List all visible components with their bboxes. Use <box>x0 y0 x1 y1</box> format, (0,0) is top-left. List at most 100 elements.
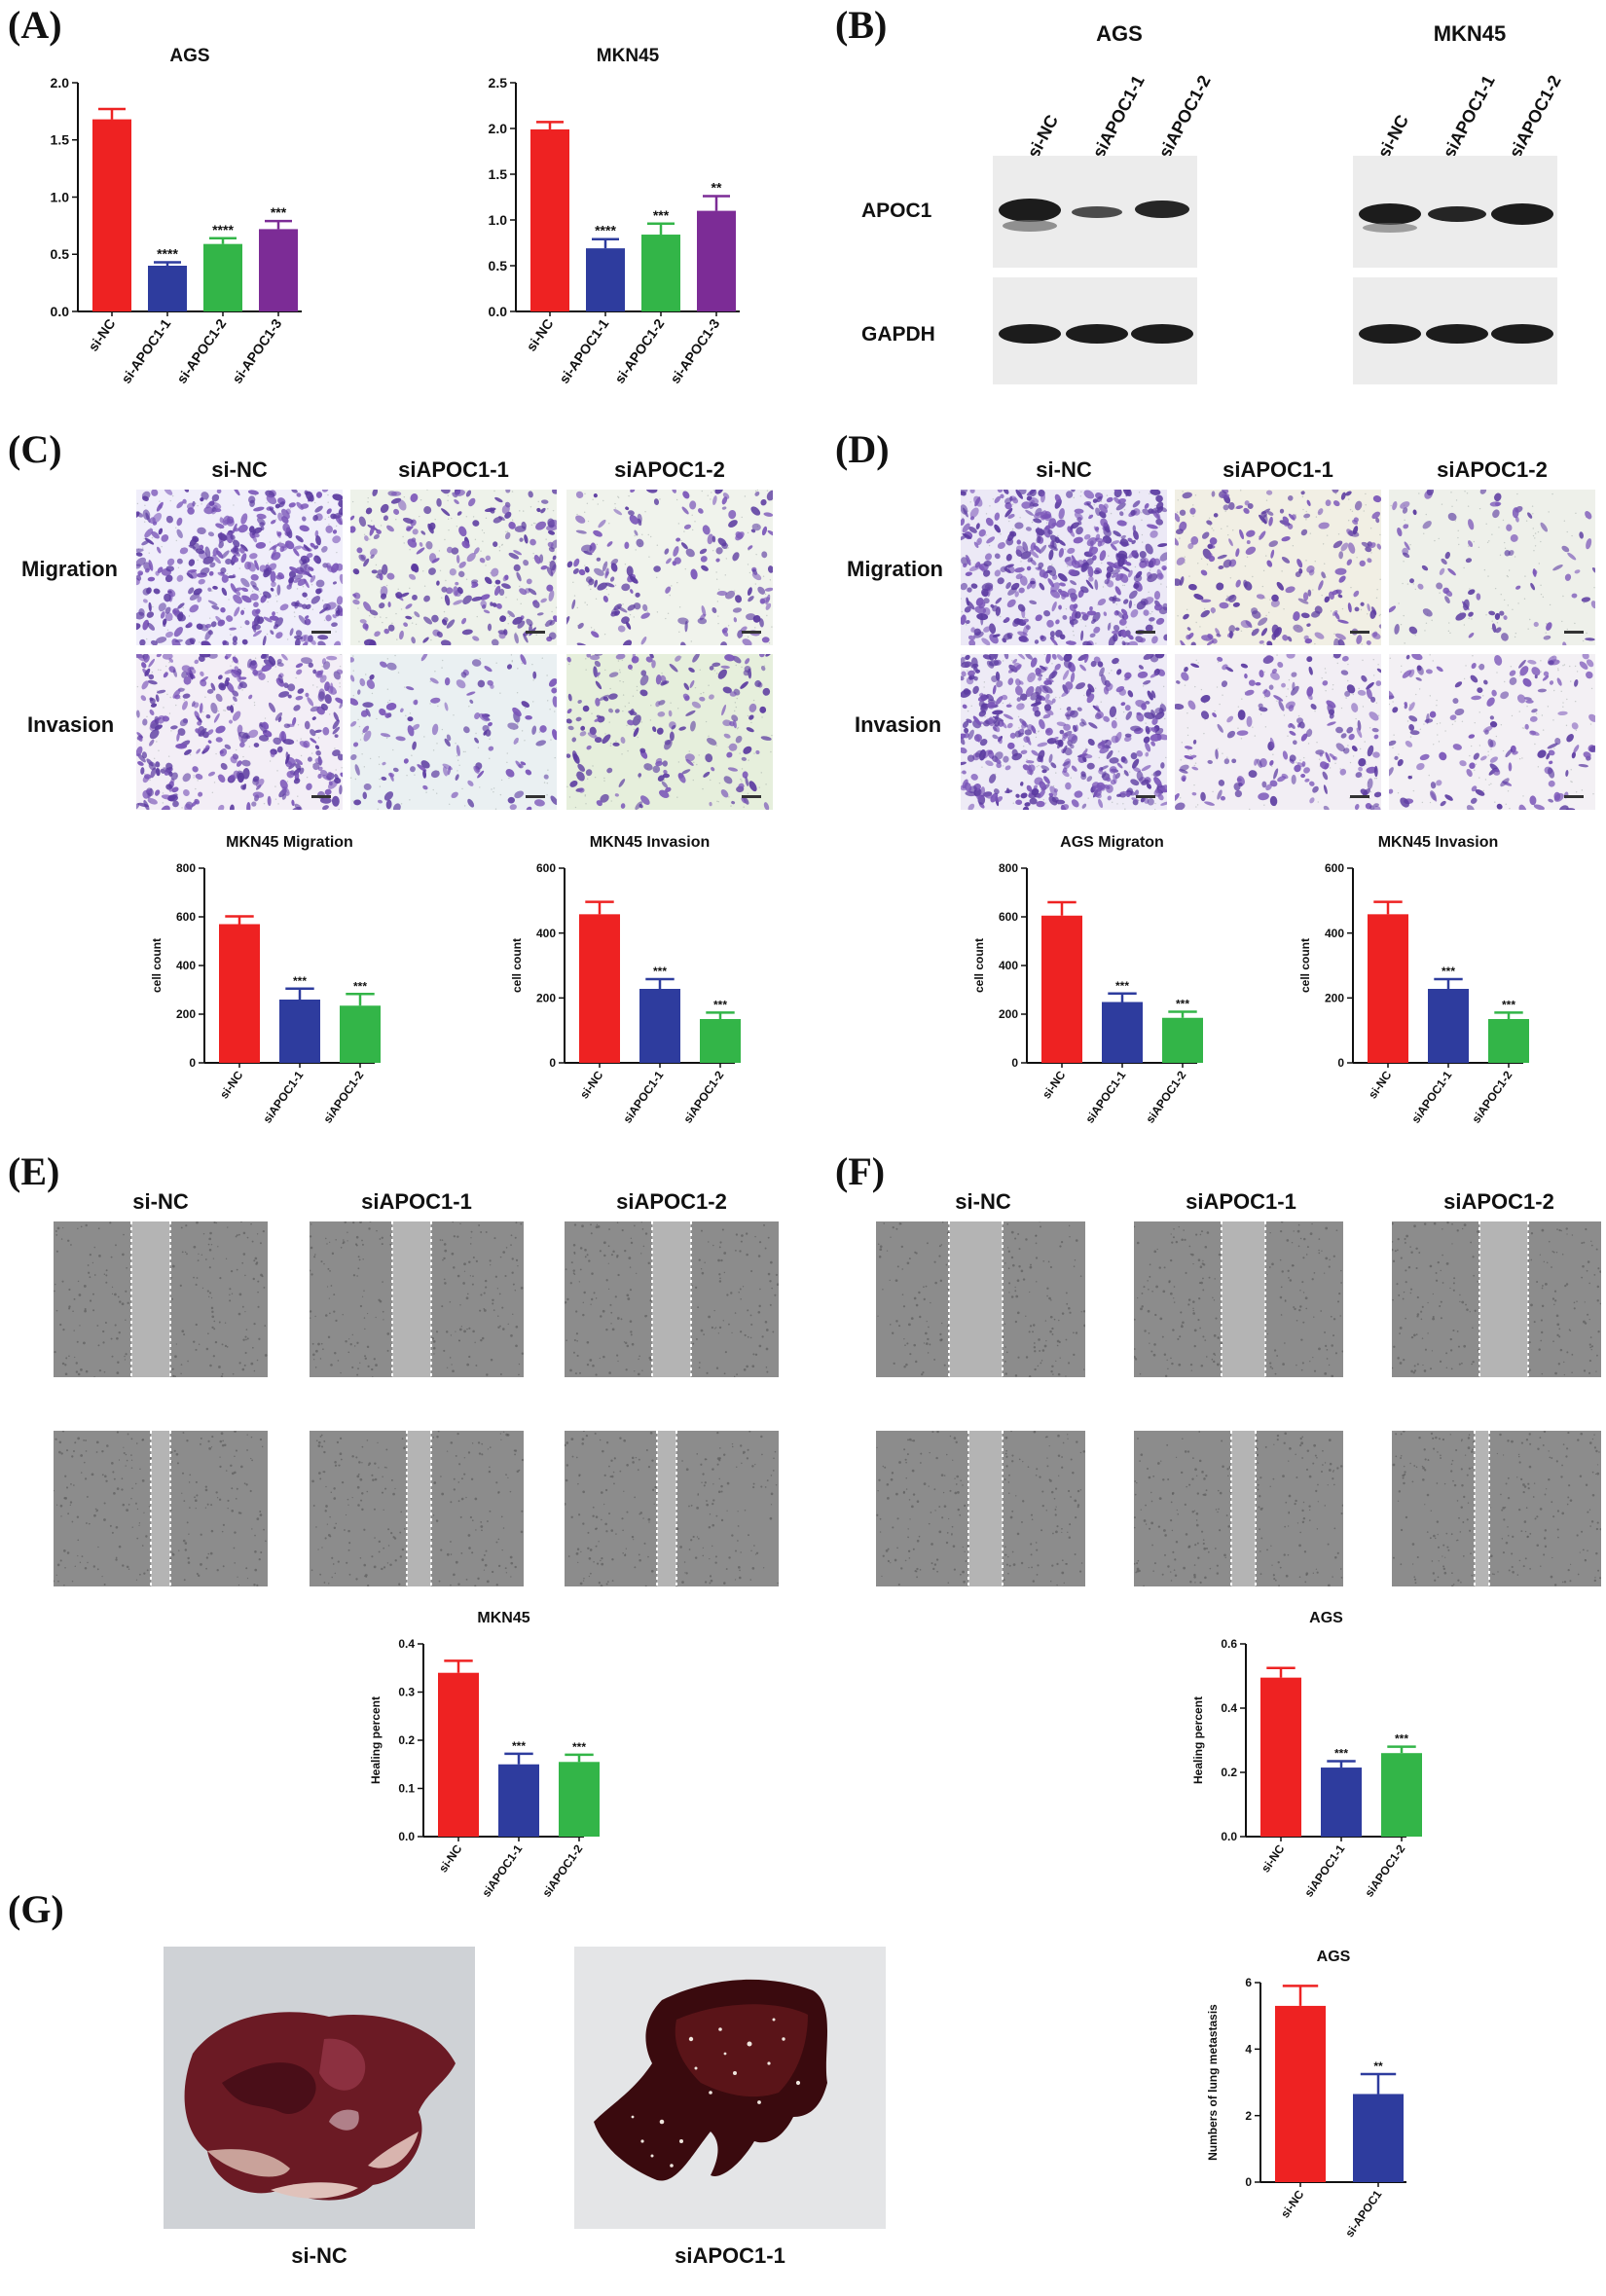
x-tick-label: si-APOC1-1 <box>118 315 173 385</box>
scratch-f-siapoc1-2-0h <box>1392 1221 1601 1377</box>
blot-row-apoc1: APOC1 <box>861 200 932 222</box>
y-tick-label: 0.3 <box>398 1686 415 1699</box>
y-axis-label: cell count <box>150 938 164 993</box>
chart-ags-lung-metastasis: AGS 0 2 4 6 Numbers of lung metastasis si-NC **… <box>1206 1949 1406 2240</box>
col-header-d-3: siAPOC1-2 <box>1437 457 1548 482</box>
significance-label: **** <box>595 223 616 238</box>
x-tick-label: si-APOC1-1 <box>556 315 611 385</box>
chart-title: MKN45 Migration <box>226 834 353 851</box>
significance-label: ** <box>1373 2059 1383 2073</box>
chart-mkn45-migration: MKN45 Migration 0 200 400 600 800 cell count si… <box>150 834 381 1126</box>
micrograph-c-migration-si-nc <box>136 490 343 645</box>
x-tick-label: siAPOC1-2 <box>539 1841 585 1899</box>
chart-title: MKN45 Invasion <box>1378 834 1499 851</box>
col-header-e-3: siAPOC1-2 <box>616 1189 727 1214</box>
lung-photo-siapoc1-1 <box>574 1947 886 2229</box>
panel-label-a: (A) <box>8 3 62 47</box>
x-tick-label: siAPOC1-2 <box>1469 1068 1515 1125</box>
significance-label: *** <box>1115 979 1129 993</box>
bar <box>498 1764 539 1837</box>
bar <box>259 229 298 311</box>
y-tick-label: 600 <box>1325 861 1344 875</box>
bar <box>530 128 569 311</box>
lane-label: si-NC <box>1373 111 1413 162</box>
blot-row-gapdh: GAPDH <box>861 323 935 346</box>
significance-label: *** <box>653 207 670 223</box>
bar <box>579 914 620 1063</box>
significance-label: **** <box>212 222 234 237</box>
y-tick-label: 600 <box>176 910 196 924</box>
x-tick-label: si-NC <box>1278 2187 1307 2220</box>
col-header-f-3: siAPOC1-2 <box>1443 1189 1554 1214</box>
x-tick-label: si-APOC1-2 <box>173 315 229 385</box>
micrograph-d-invasion-siapoc1-1 <box>1175 654 1381 810</box>
significance-label: *** <box>271 204 287 220</box>
scratch-f-siapoc1-2-48h <box>1392 1431 1601 1586</box>
chart-mkn45-invasion: MKN45 Invasion 0 200 400 600 cell count si-NC *… <box>510 834 741 1126</box>
bar <box>438 1672 479 1837</box>
x-tick-label: si-NC <box>436 1841 465 1875</box>
y-axis-label: cell count <box>1298 938 1312 993</box>
chart-title: MKN45 Invasion <box>590 834 711 851</box>
chart-title: AGS <box>1317 1949 1351 1965</box>
blot-ags-apoc1 <box>993 156 1197 268</box>
x-tick-label: si-NC <box>85 316 118 354</box>
x-tick-label: si-APOC1-3 <box>229 315 284 385</box>
micrograph-c-invasion-siapoc1-2 <box>566 654 773 810</box>
y-axis-label: Numbers of lung metastasis <box>1206 2004 1220 2161</box>
lung-photo-si-nc <box>164 1947 475 2229</box>
bar <box>92 119 131 311</box>
bar <box>1381 1753 1422 1837</box>
bar <box>1102 1002 1143 1063</box>
blot-header-ags: AGS <box>1096 21 1143 46</box>
x-tick-label: si-APOC1 <box>1342 2187 1384 2240</box>
bar <box>219 924 260 1063</box>
x-tick-label: siAPOC1-2 <box>1143 1068 1188 1125</box>
bar <box>641 235 680 311</box>
y-tick-label: 1.5 <box>489 166 508 182</box>
micrograph-d-invasion-siapoc1-2 <box>1389 654 1595 810</box>
y-tick-label: 6 <box>1245 1976 1252 1989</box>
row-label-c-invasion: Invasion <box>27 712 115 737</box>
scratch-f-si-nc-48h <box>876 1431 1085 1586</box>
scratch-e-si-nc-48h <box>54 1431 268 1586</box>
y-tick-label: 1.5 <box>51 132 70 148</box>
chart-mkn45-invasion-d: MKN45 Invasion 0 200 400 600 cell count si-NC *… <box>1298 834 1529 1126</box>
bar <box>1368 914 1408 1063</box>
y-tick-label: 400 <box>176 959 196 972</box>
y-tick-label: 0.4 <box>398 1637 415 1651</box>
y-tick-label: 200 <box>536 992 556 1005</box>
x-tick-label: siAPOC1-2 <box>680 1068 726 1125</box>
row-label-d-migration: Migration <box>847 557 943 581</box>
significance-label: *** <box>1395 1732 1408 1746</box>
bar <box>700 1019 741 1063</box>
chart-title: AGS <box>1309 1610 1343 1626</box>
bar <box>639 989 680 1063</box>
y-tick-label: 600 <box>536 861 556 875</box>
scratch-e-siapoc1-1-48h <box>310 1431 524 1586</box>
y-axis-label: cell count <box>510 938 524 993</box>
y-tick-label: 0.4 <box>1221 1701 1237 1715</box>
y-axis-label: Healing percent <box>369 1696 383 1784</box>
y-tick-label: 4 <box>1245 2043 1252 2057</box>
y-tick-label: 600 <box>999 910 1018 924</box>
scratch-e-siapoc1-1-0h <box>310 1221 524 1377</box>
y-tick-label: 200 <box>1325 992 1344 1005</box>
col-header-f-1: si-NC <box>955 1189 1011 1214</box>
x-tick-label: siAPOC1-1 <box>1082 1068 1128 1125</box>
significance-label: *** <box>1442 965 1455 978</box>
chart-ags-healing: AGS 0.0 0.2 0.4 0.6 Healing percent si-NC *** si… <box>1191 1610 1422 1900</box>
blot-mkn45-apoc1 <box>1353 156 1557 268</box>
bar <box>1275 2005 1326 2182</box>
y-tick-label: 800 <box>999 861 1018 875</box>
y-axis-label: cell count <box>972 938 986 993</box>
significance-label: *** <box>713 998 727 1011</box>
micrograph-d-invasion-si-nc <box>961 654 1167 810</box>
x-tick-label: siAPOC1-2 <box>320 1068 366 1125</box>
y-tick-label: 0.0 <box>1221 1830 1237 1843</box>
y-tick-label: 2.0 <box>51 75 70 91</box>
scratch-e-si-nc-0h <box>54 1221 268 1377</box>
col-header-c-2: siAPOC1-1 <box>398 457 509 482</box>
x-tick-label: si-APOC1-3 <box>667 315 722 385</box>
x-tick-label: siAPOC1-1 <box>479 1841 525 1899</box>
